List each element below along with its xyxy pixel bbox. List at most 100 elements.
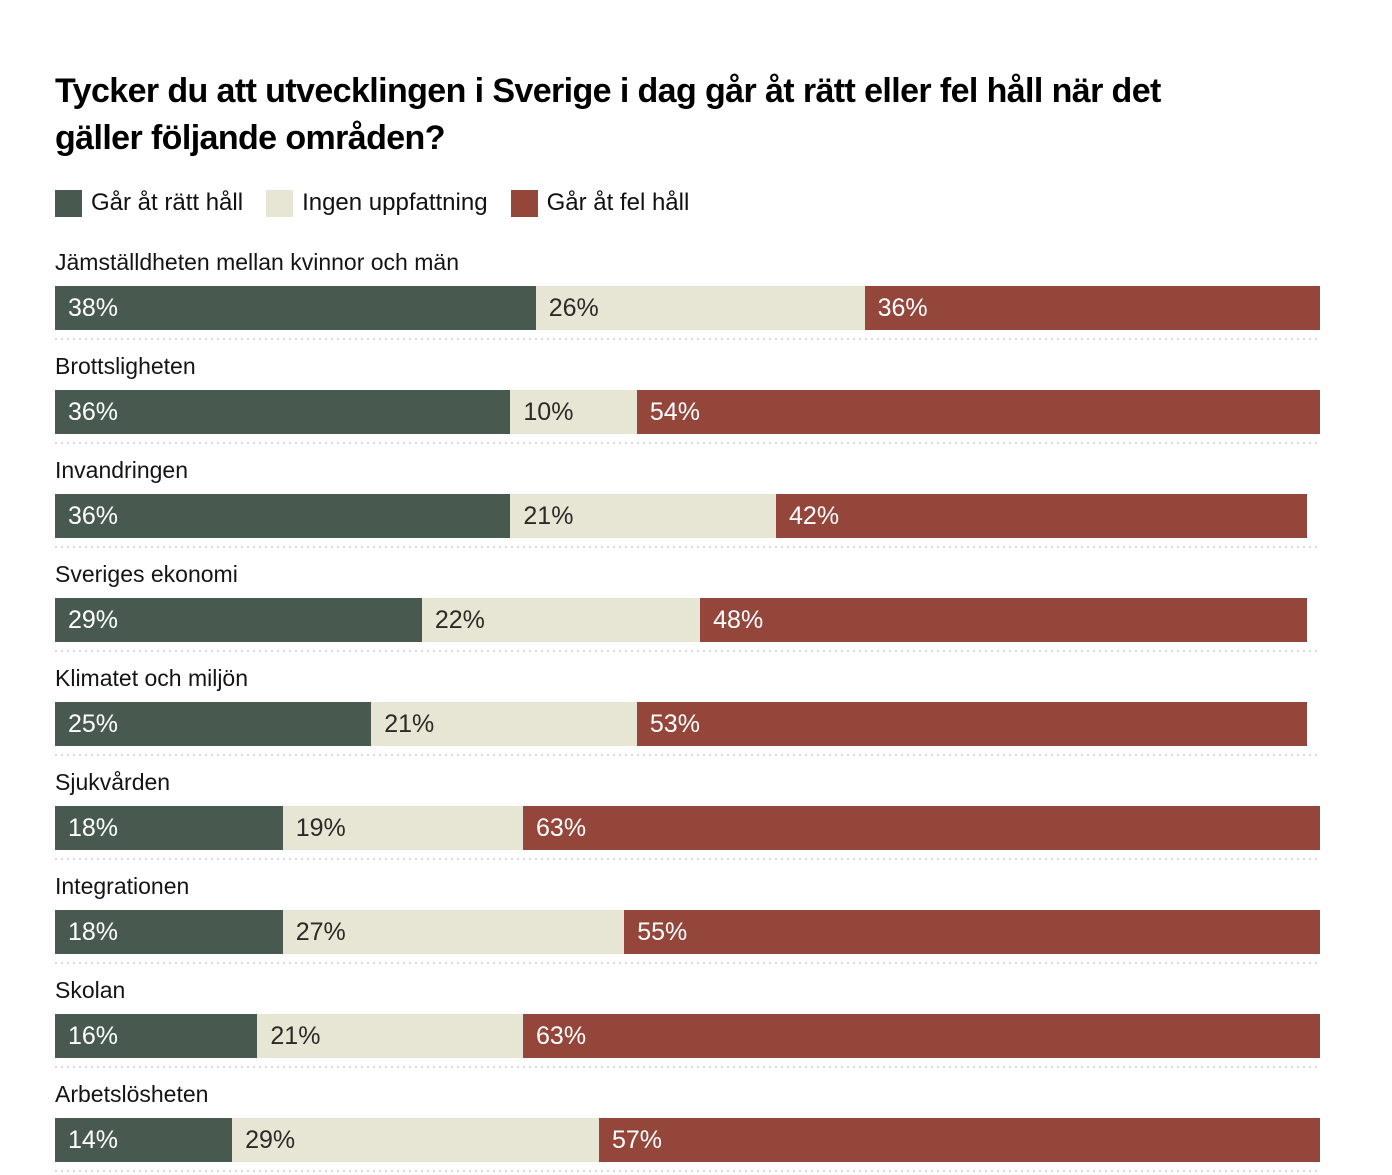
bar-segment-g-r-t-r-tt-h-ll: 36% [55,390,511,434]
legend-item-label: Går åt fel håll [546,189,690,216]
bar-segment-value: 63% [536,1021,587,1050]
category-label: Jämställdheten mellan kvinnor och män [55,249,459,275]
bar-segment-value: 18% [68,813,119,842]
bar-segment-ingen-uppfattning: 21% [510,494,777,538]
bar-segment-value: 63% [536,813,587,842]
bar-segment-g-r-t-fel-h-ll: 57% [598,1118,1320,1162]
bar-segment-g-r-t-fel-h-ll: 53% [636,702,1308,746]
row-separator [55,754,1320,756]
chart-row: Sveriges ekonomi 29% 22% 48% [55,560,1320,652]
category-label: Sveriges ekonomi [55,561,238,587]
stacked-bar: 14% 29% 57% [55,1118,1320,1162]
bar-segment-g-r-t-fel-h-ll: 63% [523,806,1320,850]
bar-segment-value: 19% [295,813,346,842]
category-label: Integrationen [55,873,190,899]
bar-segment-value: 21% [384,709,435,738]
stacked-bar: 36% 10% 54% [55,390,1320,434]
bar-segment-value: 54% [649,397,700,426]
category-label: Klimatet och miljön [55,665,249,691]
row-separator [55,650,1320,652]
bar-segment-value: 22% [434,605,485,634]
stacked-bar: 38% 26% 36% [55,286,1320,330]
row-separator [55,858,1320,860]
bar-segment-g-r-t-fel-h-ll: 36% [864,286,1320,330]
row-separator [55,442,1320,444]
bar-segment-g-r-t-r-tt-h-ll: 36% [55,494,511,538]
bar-segment-ingen-uppfattning: 26% [535,286,865,330]
legend-swatch-icon [266,189,294,217]
bar-segment-g-r-t-r-tt-h-ll: 14% [55,1118,233,1162]
bar-segment-g-r-t-r-tt-h-ll: 18% [55,806,283,850]
chart-row: Invandringen 36% 21% 42% [55,456,1320,548]
stacked-bar: 25% 21% 53% [55,702,1320,746]
bar-segment-value: 55% [637,917,688,946]
bar-segment-g-r-t-fel-h-ll: 63% [523,1014,1320,1058]
bar-segment-value: 38% [68,293,119,322]
stacked-bar: 36% 21% 42% [55,494,1320,538]
legend-swatch-icon [55,189,82,217]
chart-row: Klimatet och miljön 25% 21% 53% [55,664,1320,756]
bar-segment-value: 53% [649,709,700,738]
legend-item-g-r-t-fel-h-ll: Går åt fel håll [510,189,690,217]
bar-segment-value: 21% [270,1021,321,1050]
bar-segment-ingen-uppfattning: 10% [510,390,637,434]
bar-segment-value: 18% [68,917,119,946]
legend-item-label: Går åt rätt håll [91,189,244,216]
row-separator [55,338,1320,340]
bar-segment-value: 57% [611,1125,662,1154]
bar-segment-g-r-t-r-tt-h-ll: 25% [55,702,372,746]
chart-title: Tycker du att utvecklingen i Sverige i d… [55,68,1320,162]
bar-segment-g-r-t-r-tt-h-ll: 38% [55,286,536,330]
row-separator [55,1066,1320,1068]
chart-row: Arbetslösheten 14% 29% 57% [55,1080,1320,1172]
stacked-bar: 18% 19% 63% [55,806,1320,850]
category-label: Arbetslösheten [55,1081,209,1107]
bar-segment-g-r-t-fel-h-ll: 48% [700,598,1308,642]
bar-segment-value: 42% [789,501,840,530]
category-label: Sjukvården [55,769,171,795]
bar-segment-ingen-uppfattning: 27% [282,910,625,954]
bar-segment-ingen-uppfattning: 19% [282,806,524,850]
row-separator [55,546,1320,548]
bar-segment-value: 27% [295,917,346,946]
row-separator [55,1170,1320,1172]
stacked-bar: 18% 27% 55% [55,910,1320,954]
bar-segment-value: 10% [523,397,574,426]
bar-segment-value: 29% [68,605,119,634]
chart-row: Brottsligheten 36% 10% 54% [55,352,1320,444]
legend-item-ingen-uppfattning: Ingen uppfattning [266,189,488,217]
bar-segment-value: 26% [548,293,599,322]
bar-segment-value: 21% [523,501,574,530]
row-separator [55,962,1320,964]
bar-segment-g-r-t-fel-h-ll: 54% [636,390,1320,434]
category-label: Brottsligheten [55,353,196,379]
chart-rows: Jämställdheten mellan kvinnor och män 38%… [55,248,1320,1172]
bar-segment-value: 25% [68,709,119,738]
bar-segment-value: 36% [68,397,119,426]
bar-segment-g-r-t-fel-h-ll: 42% [776,494,1308,538]
chart-title-line-1: Tycker du att utvecklingen i Sverige i d… [55,72,1161,110]
bar-segment-value: 29% [245,1125,296,1154]
bar-segment-ingen-uppfattning: 22% [421,598,701,642]
legend-swatch-icon [510,189,538,217]
bar-segment-g-r-t-r-tt-h-ll: 16% [55,1014,258,1058]
category-label: Skolan [55,977,126,1003]
bar-segment-ingen-uppfattning: 21% [371,702,637,746]
legend-item-label: Ingen uppfattning [302,189,488,216]
chart-row: Jämställdheten mellan kvinnor och män 38%… [55,248,1320,340]
chart-title-line-2: gäller följande områden? [55,119,446,157]
bar-segment-value: 14% [68,1125,119,1154]
bar-segment-ingen-uppfattning: 21% [257,1014,524,1058]
bar-segment-g-r-t-r-tt-h-ll: 29% [55,598,422,642]
chart-row: Integrationen 18% 27% 55% [55,872,1320,964]
bar-segment-value: 36% [68,501,119,530]
bar-segment-ingen-uppfattning: 29% [232,1118,599,1162]
chart-row: Sjukvården 18% 19% 63% [55,768,1320,860]
category-label: Invandringen [55,457,188,483]
legend: Går åt rätt håll Ingen uppfattning Går åt … [55,189,1320,217]
bar-segment-value: 36% [877,293,928,322]
stacked-bar: 29% 22% 48% [55,598,1320,642]
chart-row: Skolan 16% 21% 63% [55,976,1320,1068]
bar-segment-value: 48% [713,605,764,634]
